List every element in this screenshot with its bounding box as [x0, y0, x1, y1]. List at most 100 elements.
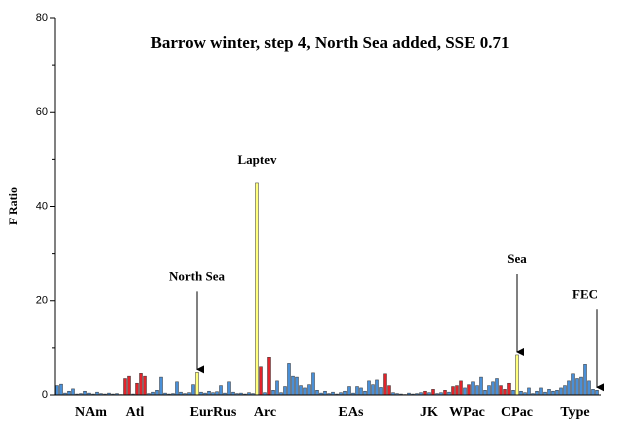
- bar: [347, 386, 351, 396]
- bar: [295, 376, 299, 396]
- bar: [219, 385, 223, 396]
- bar: [311, 372, 315, 396]
- annotation: Sea: [507, 251, 527, 266]
- bar: [123, 378, 127, 396]
- bar: [431, 389, 435, 396]
- bar: [527, 387, 531, 396]
- bar: [467, 384, 471, 396]
- bar: [315, 390, 319, 396]
- group-label: EurRus: [190, 405, 237, 420]
- bar: [479, 376, 483, 396]
- group-label: Atl: [126, 405, 145, 420]
- y-tick-label: 40: [36, 200, 48, 212]
- bar: [575, 378, 579, 396]
- y-tick-label: 60: [36, 106, 48, 118]
- bar: [535, 390, 539, 396]
- bar: [475, 385, 479, 396]
- bar: [59, 383, 63, 396]
- bar: [67, 390, 71, 396]
- bar: [591, 389, 595, 396]
- bar: [503, 389, 507, 396]
- bar: [355, 386, 359, 396]
- annotation: Laptev: [238, 152, 278, 167]
- bar: [383, 373, 387, 396]
- y-tick-label: 80: [36, 12, 48, 24]
- bar: [139, 373, 143, 396]
- bar: [287, 363, 291, 396]
- bar: [71, 388, 75, 396]
- bar: [483, 390, 487, 396]
- bar: [259, 366, 263, 396]
- bar: [267, 357, 271, 396]
- annotation: North Sea: [169, 268, 225, 283]
- bar: [363, 390, 367, 396]
- bar: [367, 380, 371, 396]
- bar: [563, 385, 567, 396]
- bar: [459, 380, 463, 396]
- bar: [463, 387, 467, 396]
- bar: [371, 384, 375, 396]
- bar: [159, 376, 163, 396]
- bar: [307, 384, 311, 396]
- bar: [283, 386, 287, 396]
- bar: [155, 390, 159, 396]
- bar: [559, 387, 563, 396]
- bar: [255, 182, 259, 396]
- bar: [587, 380, 591, 396]
- bar: [323, 390, 327, 396]
- bar: [143, 375, 147, 396]
- bar: [555, 390, 559, 396]
- bar: [551, 390, 555, 396]
- bar: [515, 354, 519, 396]
- y-tick-label: 0: [42, 389, 48, 401]
- bar: [275, 380, 279, 396]
- bar: [547, 389, 551, 396]
- bar: [291, 375, 295, 396]
- bar: [375, 379, 379, 396]
- bar: [471, 381, 475, 396]
- bar: [227, 381, 231, 396]
- bar: [175, 381, 179, 396]
- bar: [83, 390, 87, 396]
- group-label: JK: [420, 405, 438, 420]
- bar: [491, 381, 495, 396]
- annotation: FEC: [572, 286, 598, 301]
- bar: [55, 385, 59, 396]
- y-axis-label: F Ratio: [6, 187, 20, 225]
- group-label: WPac: [449, 405, 485, 420]
- bar: [299, 385, 303, 396]
- group-label: NAm: [75, 405, 107, 420]
- bar: [579, 376, 583, 396]
- bar: [583, 364, 587, 396]
- bar: [195, 372, 199, 396]
- bar: [271, 390, 275, 396]
- bar: [443, 390, 447, 396]
- bar: [571, 373, 575, 396]
- group-label: EAs: [339, 405, 364, 420]
- bar: [539, 387, 543, 396]
- bar: [595, 390, 599, 396]
- bar: [207, 390, 211, 396]
- group-label: Type: [560, 405, 589, 420]
- y-tick-label: 20: [36, 295, 48, 307]
- bar: [499, 385, 503, 396]
- bar: [191, 384, 195, 396]
- bar: [387, 385, 391, 396]
- bar: [359, 387, 363, 396]
- bar: [127, 375, 131, 396]
- bar: [495, 378, 499, 396]
- bar: [423, 390, 427, 396]
- group-label: CPac: [501, 405, 533, 420]
- chart-title: Barrow winter, step 4, North Sea added, …: [151, 33, 510, 52]
- bar: [511, 390, 515, 396]
- bar: [455, 385, 459, 396]
- bar: [487, 385, 491, 396]
- bar: [519, 390, 523, 396]
- bar: [343, 390, 347, 396]
- bar: [507, 382, 511, 396]
- bar: [379, 387, 383, 396]
- bar: [451, 386, 455, 396]
- group-label: Arc: [254, 405, 276, 420]
- bar: [303, 387, 307, 396]
